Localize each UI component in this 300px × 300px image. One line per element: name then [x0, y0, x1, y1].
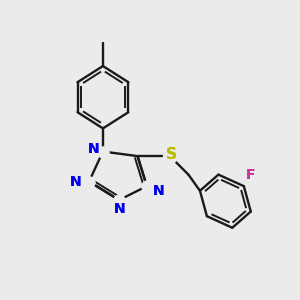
Text: N: N: [88, 142, 100, 156]
Text: N: N: [113, 202, 125, 216]
Text: N: N: [88, 142, 100, 156]
Text: N: N: [153, 184, 164, 198]
Text: S: S: [166, 148, 177, 163]
Text: F: F: [246, 168, 256, 182]
Text: N: N: [69, 175, 81, 188]
Text: N: N: [69, 175, 81, 188]
Text: F: F: [246, 168, 256, 182]
Text: S: S: [166, 148, 177, 163]
Text: N: N: [113, 202, 125, 216]
Text: N: N: [153, 184, 164, 198]
